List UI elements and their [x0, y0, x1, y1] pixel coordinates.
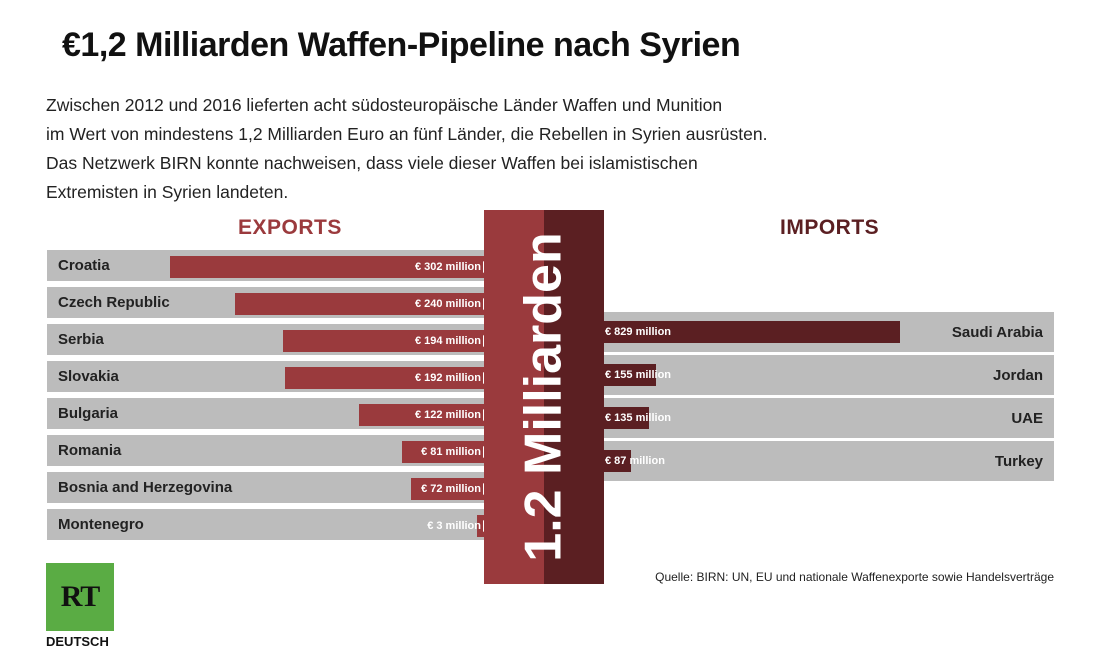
- export-row-slovakia: Slovakia € 192 million: [47, 361, 492, 393]
- intro-line: Extremisten in Syrien landeten.: [46, 182, 289, 202]
- import-country-label: Turkey: [994, 453, 1043, 470]
- intro-line: Das Netzwerk BIRN konnte nachweisen, das…: [46, 153, 698, 173]
- export-country-label: Montenegro: [58, 516, 144, 533]
- import-bar: [600, 450, 632, 472]
- export-value-label: € 122 million: [414, 409, 481, 421]
- imports-heading: IMPORTS: [780, 216, 880, 239]
- export-value-label: € 3 million: [427, 520, 481, 532]
- export-bar: [411, 478, 487, 500]
- import-country-label: UAE: [1011, 410, 1043, 427]
- import-value-label: € 155 million: [605, 369, 672, 381]
- import-bar: [600, 364, 657, 386]
- intro-line: Zwischen 2012 und 2016 lieferten acht sü…: [46, 95, 723, 115]
- export-bar: [170, 256, 487, 278]
- export-value-label: € 240 million: [414, 298, 481, 310]
- export-country-label: Bosnia and Herzegovina: [58, 479, 233, 496]
- export-bar: [401, 441, 487, 463]
- page-title: €1,2 Milliarden Waffen-Pipeline nach Syr…: [62, 26, 741, 64]
- export-row-bulgaria: Bulgaria € 122 million: [47, 398, 492, 430]
- export-bar: [477, 515, 487, 537]
- export-country-label: Croatia: [58, 257, 110, 274]
- pipeline-right-band: [544, 210, 604, 584]
- export-row-bosnia-and-herzegovina: Bosnia and Herzegovina € 72 million: [47, 472, 492, 504]
- import-country-label: Saudi Arabia: [951, 324, 1043, 341]
- export-bar: [235, 293, 487, 315]
- export-country-label: Czech Republic: [58, 294, 170, 311]
- import-value-label: € 135 million: [605, 412, 672, 424]
- export-row-serbia: Serbia € 194 million: [47, 324, 492, 356]
- import-country-label: Jordan: [992, 367, 1043, 384]
- export-row-montenegro: Montenegro € 3 million: [47, 509, 492, 541]
- export-country-label: Bulgaria: [58, 405, 119, 422]
- import-row-turkey: € 87 million Turkey: [598, 441, 1054, 482]
- export-value-label: € 194 million: [414, 335, 481, 347]
- import-value-label: € 87 million: [605, 455, 665, 467]
- export-country-label: Serbia: [58, 331, 104, 348]
- import-bar: [600, 407, 649, 429]
- import-bar: [600, 321, 900, 343]
- export-country-label: Romania: [58, 442, 122, 459]
- pipeline-left-band: [484, 210, 544, 584]
- export-bar: [283, 330, 487, 352]
- export-bar: [358, 404, 487, 426]
- export-value-label: € 81 million: [421, 446, 481, 458]
- import-row-uae: € 135 million UAE: [598, 398, 1054, 439]
- intro-text: Zwischen 2012 und 2016 lieferten acht sü…: [46, 91, 806, 207]
- rt-logo: RT: [46, 563, 114, 631]
- export-bar: [285, 367, 487, 389]
- export-row-croatia: Croatia € 302 million: [47, 250, 492, 282]
- logo-text: RT: [60, 580, 101, 613]
- export-value-label: € 72 million: [421, 483, 481, 495]
- import-row-jordan: € 155 million Jordan: [598, 355, 1054, 396]
- export-value-label: € 302 million: [414, 261, 481, 273]
- intro-line: im Wert von mindestens 1,2 Milliarden Eu…: [46, 124, 768, 144]
- import-row-saudi-arabia: € 829 million Saudi Arabia: [598, 312, 1054, 353]
- export-row-czech-republic: Czech Republic € 240 million: [47, 287, 492, 319]
- export-value-label: € 192 million: [414, 372, 481, 384]
- export-row-romania: Romania € 81 million: [47, 435, 492, 467]
- import-value-label: € 829 million: [605, 326, 672, 338]
- source-note: Quelle: BIRN: UN, EU und nationale Waffe…: [655, 570, 1054, 584]
- export-country-label: Slovakia: [58, 368, 119, 385]
- logo-subtitle: DEUTSCH: [46, 634, 109, 649]
- exports-heading: EXPORTS: [238, 216, 342, 239]
